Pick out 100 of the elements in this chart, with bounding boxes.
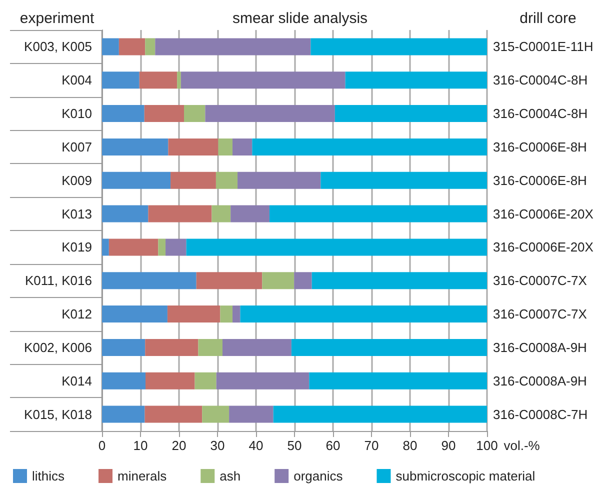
bar	[312, 272, 487, 290]
bar	[177, 72, 181, 89]
y-tick-label: K002, K006	[24, 340, 92, 355]
bar	[102, 105, 144, 122]
bar	[216, 372, 310, 390]
y2-tick-label: 316-C0007C-7X	[493, 273, 588, 288]
y2-tick-label: 316-C0008A-9H	[493, 373, 587, 388]
bar	[139, 72, 178, 89]
y-tick-label: K014	[62, 373, 92, 388]
y2-tick-label: 315-C0001E-11H	[493, 39, 594, 54]
bar	[180, 72, 346, 89]
bar	[238, 172, 321, 189]
bar	[309, 372, 487, 390]
x-tick-label: 90	[441, 438, 456, 453]
bar	[184, 105, 206, 122]
bar	[145, 38, 156, 56]
y2-tick-label: 316-C0004C-8H	[493, 72, 588, 88]
bar	[240, 306, 487, 323]
bar	[170, 172, 216, 189]
bar	[102, 338, 146, 356]
bar	[102, 138, 168, 156]
bar	[232, 306, 240, 323]
bar	[108, 238, 158, 256]
x-tick-label: 100	[476, 438, 498, 453]
bar	[145, 338, 198, 356]
legend-label: organics	[294, 468, 344, 484]
y-tick-label: K003, K005	[24, 39, 92, 54]
bar	[102, 406, 145, 423]
bar	[168, 138, 218, 156]
bar	[218, 138, 233, 156]
bar	[310, 38, 487, 56]
y-tick-label: K011, K016	[25, 273, 92, 288]
bar	[102, 272, 196, 290]
bar	[148, 205, 212, 222]
x-tick-label: 60	[326, 438, 340, 453]
bar	[232, 138, 252, 156]
bar	[196, 272, 262, 290]
bar	[252, 138, 487, 156]
legend-label: submicroscopic material	[396, 468, 536, 484]
bar	[144, 406, 202, 423]
y-tick-label: K019	[62, 240, 92, 255]
bar	[102, 38, 119, 56]
bar	[155, 38, 311, 56]
y2-tick-label: 316-C0008C-7H	[493, 406, 588, 422]
y2-tick-label: 316-C0006E-8H	[493, 139, 587, 154]
bar	[269, 205, 487, 222]
bar	[166, 238, 186, 256]
legend-label: lithics	[32, 468, 66, 484]
bar	[262, 272, 294, 290]
y2-axis-title: drill core	[520, 10, 576, 27]
bar	[212, 205, 231, 222]
bar	[334, 105, 487, 122]
y2-tick-label: 316-C0006E-20X	[493, 240, 594, 255]
x-tick-label: 80	[402, 438, 418, 453]
bar	[194, 372, 216, 390]
bar	[216, 172, 238, 189]
y-tick-label: K013	[62, 206, 92, 222]
y2-tick-label: 316-C0004C-8H	[493, 106, 588, 122]
bar	[229, 406, 274, 423]
bar	[118, 38, 146, 56]
bar	[102, 72, 140, 89]
y-tick-label: K010	[62, 106, 92, 122]
bar	[320, 172, 487, 189]
bar	[220, 306, 233, 323]
bar	[345, 72, 487, 89]
bar	[102, 172, 171, 189]
bar	[186, 238, 487, 256]
bar	[102, 306, 168, 323]
x-tick-label: 70	[364, 438, 379, 453]
bar	[167, 306, 220, 323]
legend-label: ash	[220, 468, 241, 484]
x-tick-label: 30	[210, 438, 225, 453]
y2-tick-label: 316-C0007C-7X	[493, 306, 588, 322]
x-tick-label: 40	[248, 438, 264, 453]
y-tick-label: K009	[62, 172, 92, 188]
bar	[198, 338, 223, 356]
bar	[273, 406, 487, 423]
y-tick-label: K007	[62, 139, 92, 154]
x-tick-label: 10	[133, 438, 148, 453]
y2-tick-label: 316-C0006E-8H	[493, 172, 587, 188]
bar	[222, 338, 292, 356]
bar	[158, 238, 166, 256]
y-tick-label: K012	[62, 306, 92, 322]
bar	[102, 372, 146, 390]
x-tick-label: 0	[98, 438, 106, 453]
bar	[102, 205, 148, 222]
y-axis-title: experiment	[20, 10, 95, 27]
y2-tick-label: 316-C0008A-9H	[493, 340, 587, 355]
bar	[202, 406, 230, 423]
y-tick-label: K015, K018	[24, 406, 92, 422]
bar	[146, 372, 195, 390]
chart-title: smear slide analysis	[232, 10, 368, 27]
legend-label: minerals	[118, 468, 168, 484]
x-tick-label: 20	[172, 438, 186, 453]
x-axis-title: vol.-%	[504, 438, 540, 453]
x-tick-label: 50	[287, 438, 302, 453]
y2-tick-label: 316-C0006E-20X	[493, 206, 594, 222]
bar	[102, 238, 109, 256]
bar	[144, 105, 184, 122]
bar	[230, 205, 270, 222]
